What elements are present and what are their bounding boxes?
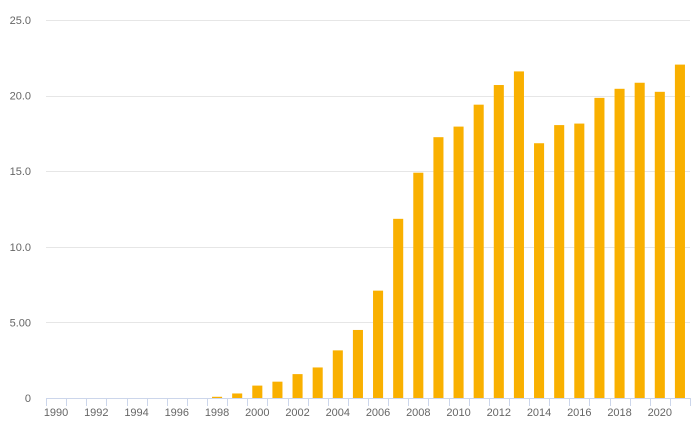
x-tick-label: 2018 xyxy=(607,407,631,419)
bar xyxy=(232,393,243,398)
bar xyxy=(332,350,343,398)
bar xyxy=(252,385,263,398)
bar xyxy=(453,126,464,398)
x-tick-label: 2012 xyxy=(487,407,511,419)
bar xyxy=(312,367,323,398)
bar xyxy=(614,88,625,399)
bar xyxy=(654,91,665,398)
y-tick-label: 25.0 xyxy=(10,15,31,27)
bar xyxy=(634,82,645,399)
x-tick-label: 2020 xyxy=(648,407,672,419)
x-tick-label: 1990 xyxy=(44,407,68,419)
bar xyxy=(413,172,424,398)
bar xyxy=(433,137,444,398)
bar xyxy=(292,374,303,398)
y-tick-label: 20.0 xyxy=(10,91,31,103)
x-tick-label: 1996 xyxy=(165,407,189,419)
bar-series xyxy=(212,64,685,399)
x-tick-label: 2000 xyxy=(245,407,269,419)
x-tick-label: 2008 xyxy=(406,407,430,419)
x-tick-label: 2006 xyxy=(366,407,390,419)
x-tick-label: 2014 xyxy=(527,407,551,419)
bar xyxy=(473,104,484,398)
bar xyxy=(393,218,404,398)
y-axis-labels: 0 5.00 10.0 15.0 20.0 25.0 xyxy=(10,15,31,405)
x-tick-label: 1994 xyxy=(124,407,148,419)
x-tick-label: 2004 xyxy=(326,407,350,419)
y-tick-label: 5.00 xyxy=(10,317,31,329)
bar xyxy=(272,381,283,398)
x-axis xyxy=(46,398,691,406)
bar xyxy=(554,125,565,399)
x-axis-labels: 1990 1992 1994 1996 1998 2000 2002 2004 2006 2008… xyxy=(44,407,672,419)
bar xyxy=(674,64,685,398)
bar xyxy=(212,396,223,398)
y-tick-label: 15.0 xyxy=(10,166,31,178)
x-tick-label: 2016 xyxy=(567,407,591,419)
bar xyxy=(594,97,605,399)
bar xyxy=(352,329,363,398)
y-tick-label: 10.0 xyxy=(10,242,31,254)
bar xyxy=(493,85,504,399)
bar xyxy=(373,290,384,398)
bar xyxy=(574,123,585,399)
y-tick-label: 0 xyxy=(25,393,31,405)
x-tick-label: 1992 xyxy=(84,407,108,419)
x-tick-label: 1998 xyxy=(205,407,229,419)
x-tick-label: 2010 xyxy=(446,407,470,419)
bar xyxy=(534,143,545,398)
gridlines xyxy=(46,20,690,323)
bar xyxy=(513,71,524,399)
x-tick-label: 2002 xyxy=(285,407,309,419)
